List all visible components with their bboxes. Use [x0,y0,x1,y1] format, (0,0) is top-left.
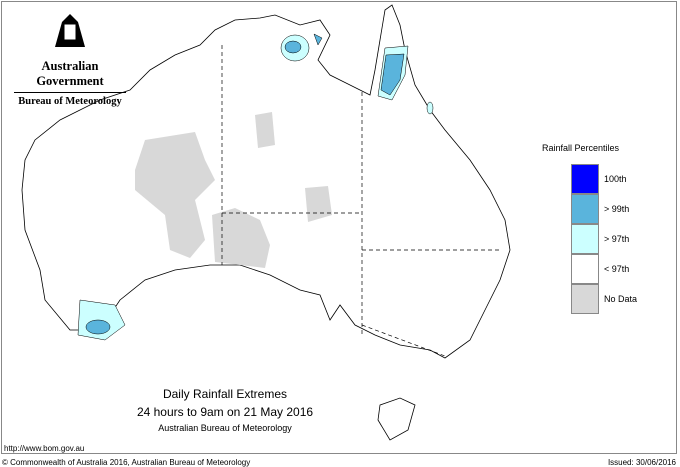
no-data-region [255,112,275,148]
no-data-region [305,186,332,222]
copyright: © Commonwealth of Australia 2016, Austra… [2,458,251,467]
map-frame [1,1,677,454]
coat-of-arms-icon [55,14,85,47]
map-source: Australian Bureau of Meteorology [158,423,292,433]
state-borders [221,45,500,357]
region-gt99 [284,40,302,54]
region-gt97 [426,101,434,115]
legend-title: Rainfall Percentiles [542,143,620,153]
legend-label: > 99th [604,204,630,214]
region-gt99 [85,319,111,335]
logo-divider [14,92,126,93]
region-gt99 [313,33,323,46]
map-title: Daily Rainfall Extremes [162,387,288,401]
tasmania-outline [377,397,416,441]
government-name: Australian Government [36,59,104,88]
legend-label: No Data [604,294,638,304]
legend-label: < 97th [604,264,630,274]
legend-swatch-gt99 [571,194,599,224]
no-data-region [212,208,270,268]
legend-swatch-no-data [571,284,599,314]
rainfall-regions [77,33,434,341]
bom-logo: Australian Government Bureau of Meteorol… [10,12,130,107]
website-link[interactable]: http://www.bom.gov.au [4,444,85,453]
australia-map [21,4,511,441]
legend-label: 100th [604,174,627,184]
legend-swatch-lt97 [571,254,599,284]
map-period: 24 hours to 9am on 21 May 2016 [136,405,314,419]
bureau-name: Bureau of Meteorology [18,96,122,107]
legend-swatch-100th [571,164,599,194]
legend-label: > 97th [604,234,630,244]
issued-date: Issued: 30/06/2016 [607,458,676,467]
no-data-region [135,132,215,258]
no-data-regions [135,112,332,268]
region-gt99 [380,53,405,96]
legend-swatch-gt97 [571,224,599,254]
region-gt97 [77,299,126,341]
